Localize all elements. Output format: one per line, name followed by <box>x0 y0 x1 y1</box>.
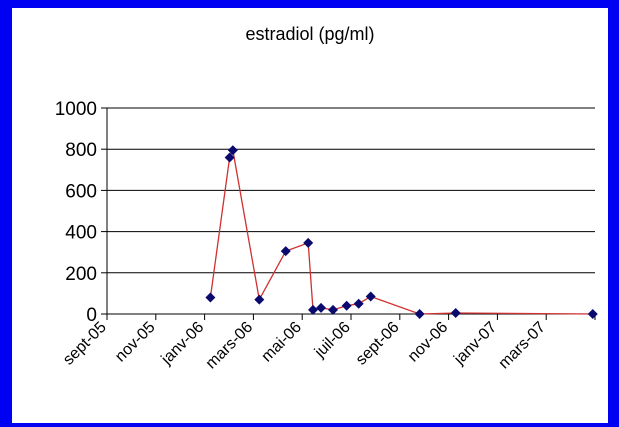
data-point <box>353 298 364 309</box>
data-point <box>303 237 314 248</box>
data-point <box>587 309 598 319</box>
y-tick-label: 1000 <box>55 99 97 120</box>
chart-title: estradiol (pg/ml) <box>245 24 375 44</box>
y-tick-label: 0 <box>86 305 97 326</box>
y-tick-label: 800 <box>65 140 97 161</box>
x-tick-label: mars-07 <box>496 319 550 373</box>
y-tick-label: 200 <box>65 264 97 285</box>
data-point <box>328 304 339 315</box>
x-tick-label: juil-06 <box>311 319 354 362</box>
series-line <box>209 148 593 315</box>
x-tick-label: sept-06 <box>353 319 403 369</box>
x-tick-label: janv-07 <box>450 319 500 369</box>
data-point <box>316 302 327 313</box>
data-point <box>227 145 238 156</box>
data-point <box>308 304 319 315</box>
x-tick-label: nov-05 <box>112 319 159 366</box>
data-point <box>414 309 425 319</box>
x-tick-label: janv-06 <box>158 319 208 369</box>
data-point <box>224 152 235 163</box>
x-tick-label: mai-06 <box>258 319 305 366</box>
y-tick-label: 400 <box>65 223 97 244</box>
data-point <box>205 292 216 303</box>
y-tick-label: 600 <box>65 181 97 202</box>
x-tick-label: mars-06 <box>203 319 257 373</box>
chart-panel: estradiol (pg/ml) 0 200 400 600 800 1000 sept-… <box>12 8 608 423</box>
data-point <box>365 291 376 302</box>
x-tick-label: sept-05 <box>60 319 110 369</box>
data-point <box>254 294 265 305</box>
data-point <box>341 300 352 311</box>
data-point <box>280 246 291 257</box>
x-tick-label: nov-06 <box>405 319 452 366</box>
data-point <box>450 307 461 318</box>
